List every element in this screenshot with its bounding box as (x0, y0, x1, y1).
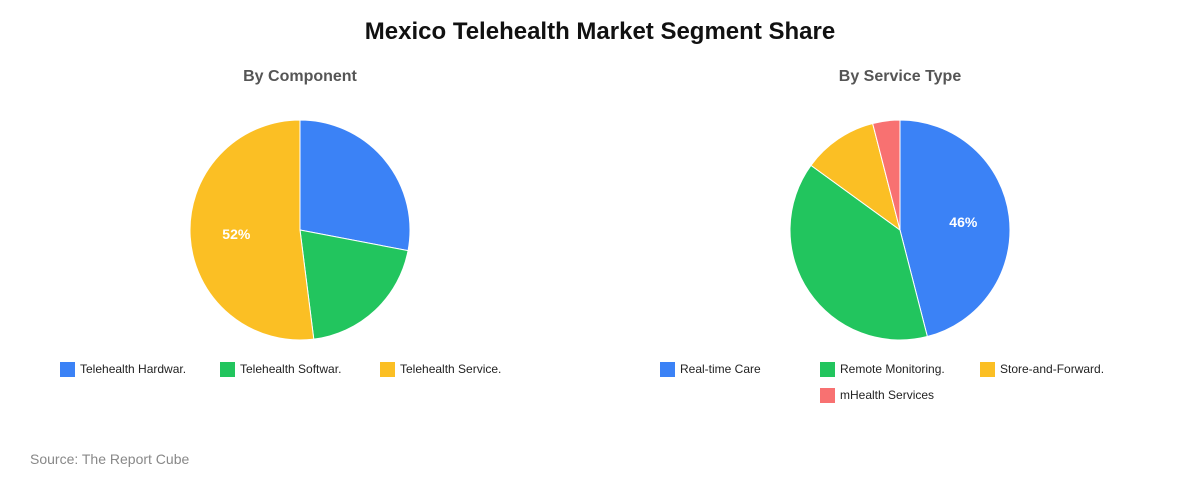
legend-item-software[interactable]: Telehealth Softwar. (220, 361, 341, 377)
legend-label: Telehealth Hardwar. (80, 362, 187, 376)
pie-slice-real-time-care[interactable] (899, 119, 1011, 338)
legend-swatch (660, 361, 675, 377)
legend-label: Store-and-Forward. (1000, 362, 1105, 376)
legend-label: Remote Monitoring. (840, 362, 945, 376)
legend-item-remote-monitoring[interactable]: Remote Monitoring. (820, 361, 945, 377)
legend-label: Telehealth Service. (400, 362, 502, 376)
legend-swatch (820, 361, 835, 377)
pie-slice-mhealth-services[interactable] (872, 119, 901, 231)
legend-swatch (820, 387, 835, 403)
slice-percent-label: 46% (949, 214, 978, 230)
legend-item-mhealth-services[interactable]: mHealth Services (820, 387, 934, 403)
legend-swatch (60, 361, 75, 377)
legend-label: mHealth Services (840, 388, 935, 402)
source-note: Source: The Report Cube (30, 451, 190, 467)
legend-label: Real-time Care (680, 362, 761, 376)
pie-slice-telehealth-softwar[interactable] (299, 229, 409, 340)
subtitle-by-service-type: By Service Type (838, 68, 962, 85)
legend-swatch (220, 361, 235, 377)
legend-item-store-and-forward[interactable]: Store-and-Forward. (980, 361, 1104, 377)
chart-title: Mexico Telehealth Market Segment Share (364, 18, 836, 45)
pie-slice-telehealth-hardwar[interactable] (299, 119, 411, 252)
legend-item-real-time-care[interactable]: Real-time Care (660, 361, 761, 377)
slice-percent-label: 52% (222, 226, 251, 242)
legend-item-services[interactable]: Telehealth Service. (380, 361, 501, 377)
legend-swatch (980, 361, 995, 377)
subtitle-by-component: By Component (243, 68, 357, 85)
legend-swatch (380, 361, 395, 377)
pie-slice-telehealth-service[interactable] (189, 119, 315, 341)
pie-slice-remote-monitoring[interactable] (789, 164, 928, 341)
legend-label: Telehealth Softwar. (240, 362, 342, 376)
legend-item-hardware[interactable]: Telehealth Hardwar. (60, 361, 186, 377)
pie-slice-store-and-forward[interactable] (810, 122, 901, 232)
